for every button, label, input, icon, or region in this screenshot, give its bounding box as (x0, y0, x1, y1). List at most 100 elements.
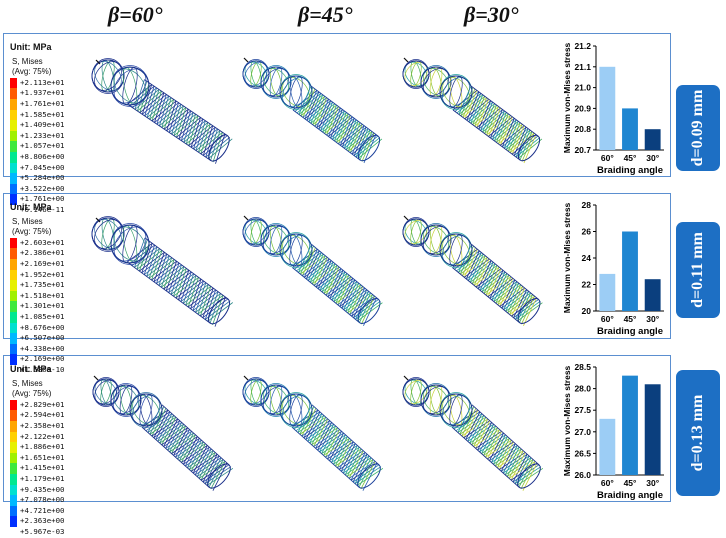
legend-value: +1.179e+01 (20, 473, 65, 483)
y-tick-label: 21.0 (574, 83, 591, 93)
legend-row: +1.952e+01 (10, 269, 65, 281)
y-tick-label: 20 (582, 306, 592, 316)
y-tick-label: 28.5 (574, 362, 591, 372)
legend-swatch (10, 527, 17, 538)
legend-swatch (10, 280, 17, 291)
legend-swatch (10, 98, 17, 110)
legend-value: +4.338e+00 (20, 343, 65, 353)
legend-swatch (10, 516, 17, 527)
legend-row: +5.967e-03 (10, 527, 65, 538)
legend-row: +7.045e+00 (10, 162, 65, 174)
legend-swatch (10, 343, 17, 355)
legend-row: +2.829e+01 (10, 399, 65, 411)
legend-row: +4.721e+00 (10, 505, 65, 517)
legend-value: +1.415e+01 (20, 463, 65, 473)
legend-swatch (10, 473, 17, 485)
stent-mesh (242, 57, 383, 164)
legend-swatch (10, 452, 17, 464)
legend-value: +6.146e-11 (20, 204, 65, 214)
legend-swatch (10, 120, 17, 131)
legend-swatch (10, 269, 17, 281)
legend-unit: Unit: MPa (10, 202, 52, 212)
legend-swatch (10, 322, 17, 334)
legend-row: +1.057e+01 (10, 141, 65, 152)
legend-title: (Avg: 75%) (12, 389, 52, 399)
legend-row: +1.937e+01 (10, 88, 65, 99)
stent-mesh (242, 375, 383, 491)
legend-row: +2.386e+01 (10, 248, 65, 259)
bar-1 (622, 108, 638, 150)
legend-swatch (10, 130, 17, 142)
stent-d011-beta45 (242, 215, 383, 326)
legend-title: (Avg: 75%) (12, 67, 52, 77)
legend-row: +1.179e+01 (10, 473, 65, 485)
legend-row: +8.806e+00 (10, 151, 65, 163)
legend-row: +1.085e+01 (10, 311, 65, 323)
legend-swatch (10, 463, 17, 474)
legend-row: +1.301e+01 (10, 301, 65, 312)
stent-mesh (402, 375, 543, 491)
y-axis-label: Maximum von-Mises stress (562, 365, 572, 476)
y-tick-label: 22 (582, 280, 592, 290)
legend-swatch (10, 109, 17, 121)
bar-0 (599, 273, 616, 311)
legend-row: +1.761e+00 (10, 194, 65, 205)
legend-swatch (10, 77, 17, 89)
legend-value: +1.937e+01 (20, 88, 65, 98)
legend-swatch (10, 354, 17, 365)
header-beta-45: β=45° (298, 2, 353, 27)
x-tick-label: 30° (646, 478, 659, 488)
tag-d009-label: d=0.09 mm (689, 89, 706, 167)
bar-1 (622, 231, 638, 311)
legend-unit: Unit: MPa (10, 42, 52, 52)
y-tick-label: 27.0 (574, 427, 591, 437)
legend-title: (Avg: 75%) (12, 227, 52, 237)
legend-value: +7.078e+00 (20, 495, 65, 505)
legend-value: +1.952e+01 (20, 269, 65, 279)
legend-value: +5.967e-03 (20, 526, 65, 536)
bar-chart-d013: Maximum von-Mises stress 26.0 26.5 27.0 27.5… (562, 362, 664, 501)
legend-title: S, Mises (12, 56, 43, 66)
legend-row: +2.122e+01 (10, 431, 65, 443)
y-tick-label: 20.9 (574, 103, 591, 113)
x-axis-label: Braiding angle (597, 490, 663, 501)
bar-chart-d011: Maximum von-Mises stress 20 22 24 26 28 60° 45°… (562, 200, 664, 337)
legend-swatch (10, 420, 17, 432)
legend-swatch (10, 162, 17, 174)
y-tick-label: 24 (582, 253, 592, 263)
y-tick-label: 20.7 (574, 145, 591, 155)
legend-value: +4.721e+00 (20, 505, 65, 515)
y-tick-label: 21.1 (574, 62, 591, 72)
legend-row: +1.233e+01 (10, 130, 65, 142)
legend-value: +1.409e+01 (20, 120, 65, 130)
y-tick-label: 26.5 (574, 448, 591, 458)
legend-value: +5.284e+00 (20, 173, 65, 183)
legend-swatch (10, 484, 17, 496)
legend-row: +8.676e+00 (10, 322, 65, 334)
stent-mesh (91, 216, 233, 327)
x-axis-label: Braiding angle (597, 326, 663, 337)
x-tick-label: 60° (601, 153, 614, 163)
x-tick-label: 30° (646, 153, 659, 163)
legend-value: +8.676e+00 (20, 322, 65, 332)
legend-row: +2.113e+01 (10, 77, 65, 89)
legend-value: +1.735e+01 (20, 280, 65, 290)
legend-value: +1.886e+01 (20, 442, 65, 452)
legend-row: +1.651e+01 (10, 452, 65, 464)
legend-swatch (10, 141, 17, 152)
legend-value: +2.603e+01 (20, 237, 65, 247)
legend-swatch (10, 237, 17, 249)
legend-d013: Unit: MPa S, Mises (Avg: 75%) +2.829e+01 +2.… (10, 364, 65, 538)
legend-value: +1.580e-10 (20, 364, 65, 374)
header-beta-30: β=30° (464, 2, 519, 27)
stent-mesh (402, 57, 543, 164)
legend-swatch (10, 194, 17, 205)
legend-swatch (10, 173, 17, 184)
legend-row: +3.522e+00 (10, 183, 65, 195)
legend-swatch (10, 258, 17, 270)
tag-d011: d=0.11 mm (676, 222, 720, 318)
legend-row: +2.594e+01 (10, 410, 65, 421)
legend-value: +2.829e+01 (20, 399, 65, 409)
tag-d013-label: d=0.13 mm (689, 394, 706, 472)
legend-swatch (10, 301, 17, 312)
